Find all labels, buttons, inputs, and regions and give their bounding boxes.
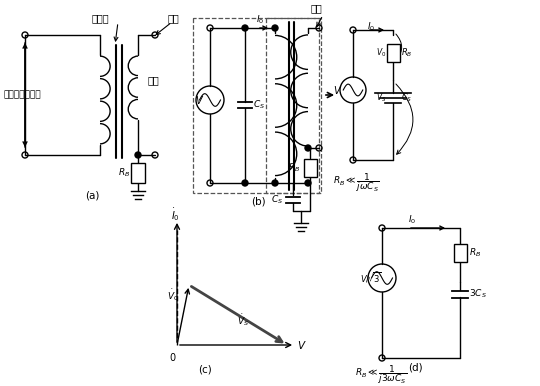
Text: 接触: 接触 <box>311 3 323 13</box>
Text: $\dot{I}_0$: $\dot{I}_0$ <box>171 207 179 223</box>
Text: $3C_S$: $3C_S$ <box>469 288 487 300</box>
Circle shape <box>305 180 311 186</box>
Text: $C_S$: $C_S$ <box>271 194 283 206</box>
Text: $I_0$: $I_0$ <box>408 214 416 226</box>
Bar <box>454 244 467 262</box>
Text: (a): (a) <box>85 190 99 200</box>
Text: $0$: $0$ <box>169 351 177 363</box>
Text: (b): (b) <box>251 197 265 207</box>
Text: $R_B$: $R_B$ <box>469 247 481 259</box>
Circle shape <box>242 25 248 31</box>
Text: $\dot{V}_S$: $\dot{V}_S$ <box>237 312 249 328</box>
Text: $V_0$: $V_0$ <box>376 47 386 59</box>
Bar <box>131 163 145 183</box>
Circle shape <box>272 180 278 186</box>
Circle shape <box>272 25 278 31</box>
Text: 高圧・特別電圧: 高圧・特別電圧 <box>4 90 42 100</box>
Text: $V/\!\sqrt{3}$: $V/\!\sqrt{3}$ <box>360 271 382 285</box>
Circle shape <box>135 152 141 158</box>
Text: $V_S$: $V_S$ <box>376 92 387 104</box>
Circle shape <box>242 180 248 186</box>
Bar <box>387 44 400 62</box>
Text: $R_B$: $R_B$ <box>118 167 130 179</box>
Bar <box>303 159 316 177</box>
Circle shape <box>305 145 311 151</box>
Text: $V$: $V$ <box>333 84 342 96</box>
Text: $\dot{V}_0$: $\dot{V}_0$ <box>167 287 179 303</box>
Text: 低圧: 低圧 <box>148 75 160 85</box>
Text: $C_S$: $C_S$ <box>401 92 413 104</box>
Text: $V$: $V$ <box>297 339 307 351</box>
Text: 接触: 接触 <box>168 13 180 23</box>
Text: (c): (c) <box>198 365 212 375</box>
Text: (d): (d) <box>408 363 422 373</box>
Text: $C_S$: $C_S$ <box>253 99 265 111</box>
Text: $R_B \ll \dfrac{1}{j3\omega C_S}$: $R_B \ll \dfrac{1}{j3\omega C_S}$ <box>355 364 407 386</box>
Text: $V$: $V$ <box>195 94 204 106</box>
Text: $I_0$: $I_0$ <box>256 14 264 26</box>
Text: $R_B \ll \dfrac{1}{j\omega C_S}$: $R_B \ll \dfrac{1}{j\omega C_S}$ <box>333 172 379 195</box>
Text: 変圧器: 変圧器 <box>91 13 109 23</box>
Text: $R_B$: $R_B$ <box>401 47 413 59</box>
Text: $R_B$: $R_B$ <box>288 162 300 174</box>
Text: $I_0$: $I_0$ <box>367 21 375 33</box>
